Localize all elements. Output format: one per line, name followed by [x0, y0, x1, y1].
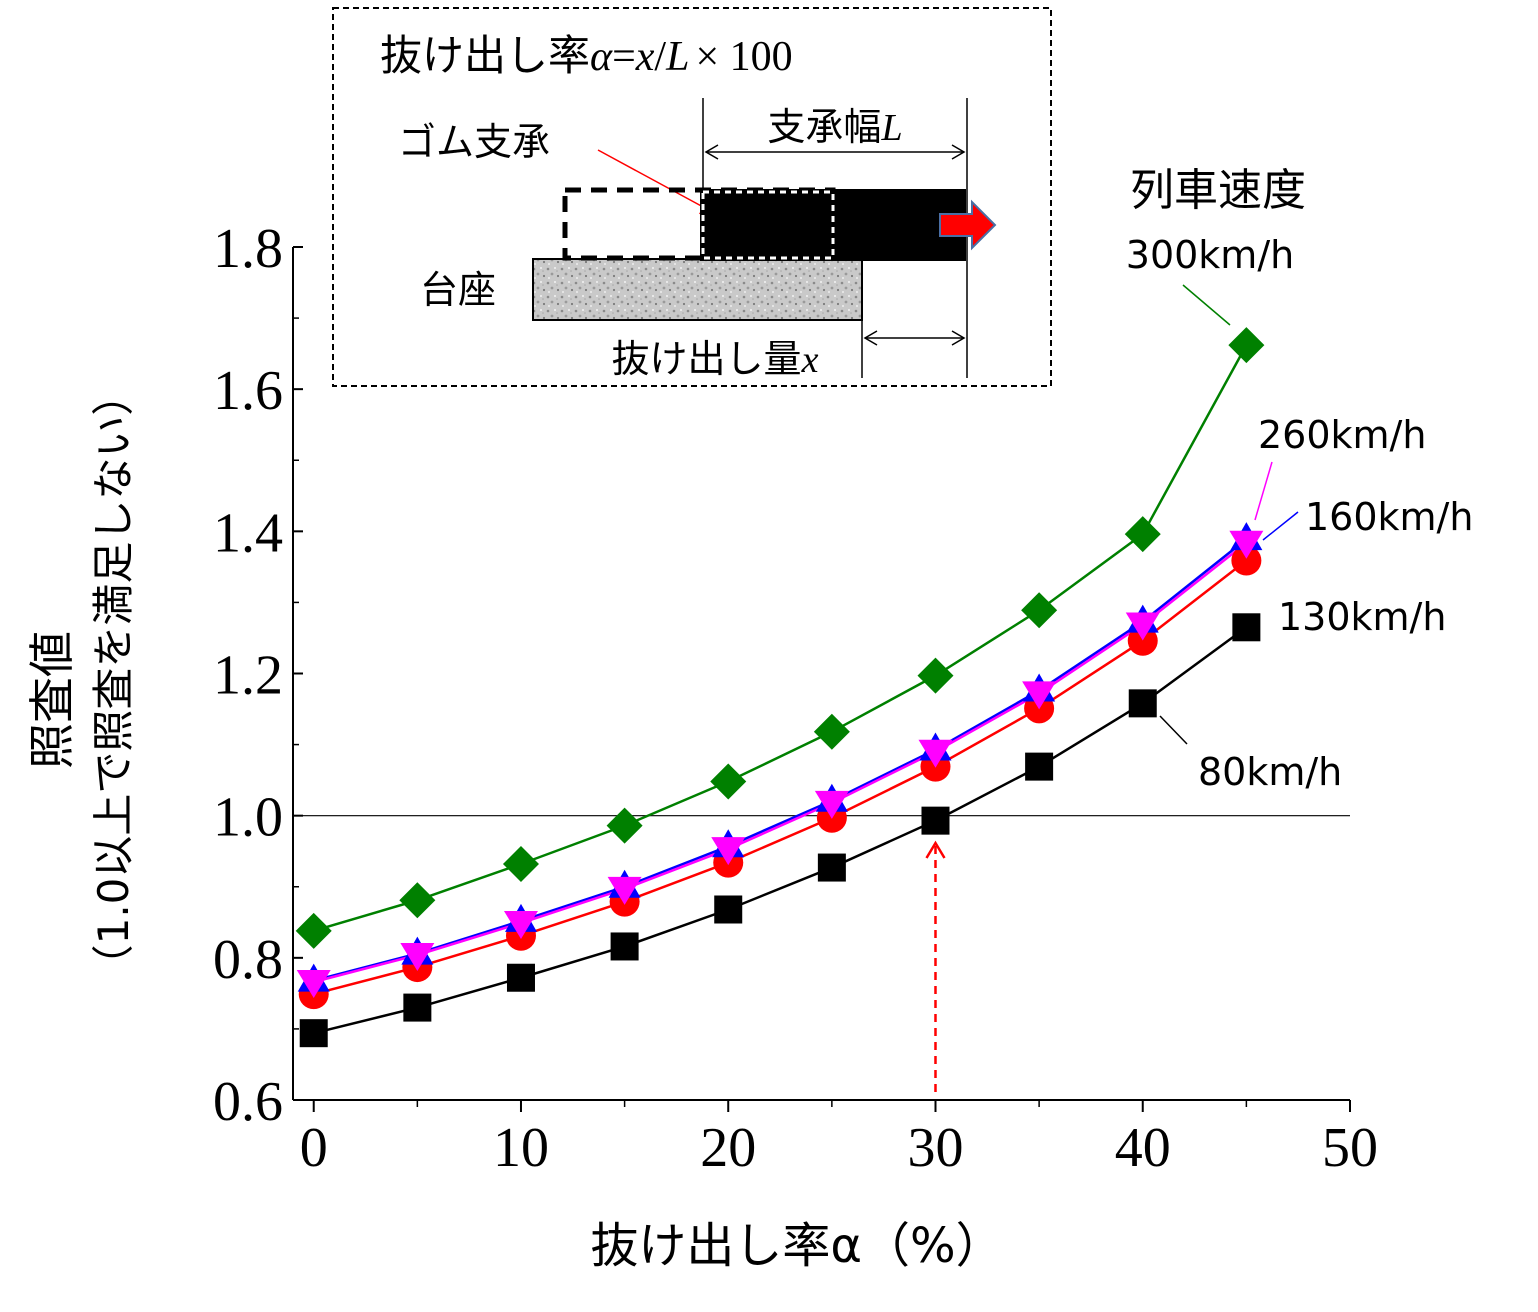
legend-leader-260	[1254, 461, 1273, 521]
marker-80km-h	[714, 895, 743, 924]
x-tick-label: 20	[700, 1117, 756, 1179]
legend-label-160: 160km/h	[1305, 495, 1473, 539]
marker-260km-h	[296, 970, 331, 999]
marker-260km-h	[814, 790, 849, 819]
legend-leader-80	[1159, 715, 1188, 745]
slip-dim-arrow-left	[863, 330, 878, 346]
formula-prefix: 抜け出し率	[380, 31, 590, 80]
x-tick-label: 50	[1322, 1117, 1378, 1179]
series-markers	[295, 327, 1265, 1048]
marker-80km-h	[299, 1019, 328, 1048]
marker-130km-h	[1231, 545, 1262, 576]
marker-260km-h	[711, 837, 746, 866]
formula-eq: =	[612, 34, 636, 80]
x-tick-label: 0	[300, 1117, 328, 1179]
marker-300km-h	[399, 882, 436, 919]
marker-300km-h	[813, 713, 850, 750]
legend-leader-300	[1182, 284, 1231, 326]
marker-260km-h	[1229, 530, 1264, 559]
x-ticks: 0 10 20 30 40 50	[300, 1100, 1378, 1179]
y-axis-label-line1: 照査値	[25, 631, 79, 769]
marker-80km-h	[817, 853, 846, 882]
inset-formula: 抜け出し率α=x/L × 100	[380, 31, 793, 80]
y-ticks: 0.6 0.8 1.0 1.2 1.4 1.6 1.8	[213, 218, 303, 1133]
legend-label-300: 300km/h	[1126, 233, 1294, 277]
legend-label-130: 130km/h	[1278, 595, 1446, 639]
formula-slash: /	[654, 34, 666, 80]
width-dim-arrow-left	[704, 144, 719, 160]
slip-label: 抜け出し量x	[612, 337, 819, 381]
marker-260km-h	[918, 739, 953, 768]
series-line-300km-h	[313, 344, 1248, 933]
series-line-260km-h	[313, 541, 1248, 984]
threshold-arrow-head	[925, 840, 946, 859]
x-tick-label: 40	[1115, 1117, 1171, 1179]
marker-300km-h	[1228, 327, 1265, 364]
y-tick-label: 1.2	[213, 645, 283, 707]
marker-80km-h	[1025, 752, 1054, 781]
marker-260km-h	[1125, 612, 1160, 641]
inset-diagram: 抜け出し率α=x/L × 100 支承幅L ゴム支承 台座 抜け出し量x	[332, 7, 1052, 387]
formula-suffix: × 100	[695, 34, 792, 80]
y-axis-label: 照査値 （1.0以上で照査を満足しない）	[25, 374, 138, 987]
y-axis-label-line2: （1.0以上で照査を満足しない）	[89, 374, 138, 987]
marker-300km-h	[917, 657, 954, 694]
formula-alpha: α	[590, 34, 613, 80]
marker-300km-h	[1021, 592, 1058, 629]
base-block	[532, 258, 863, 321]
legend: 列車速度 300km/h 260km/h 160km/h 130km/h 80k…	[1126, 165, 1474, 794]
width-label: 支承幅L	[767, 105, 902, 149]
marker-80km-h	[506, 963, 535, 992]
marker-260km-h	[503, 911, 538, 940]
y-tick-label: 0.8	[213, 929, 283, 991]
marker-130km-h	[1127, 625, 1158, 656]
y-tick-label: 0.6	[213, 1071, 283, 1133]
marker-80km-h	[1232, 613, 1261, 642]
threshold-arrow	[925, 840, 946, 1092]
rubber-bearing-label: ゴム支承	[398, 120, 550, 164]
marker-300km-h	[710, 763, 747, 800]
y-tick-label: 1.6	[213, 360, 283, 422]
x-tick-label: 30	[907, 1117, 963, 1179]
marker-260km-h	[400, 942, 435, 971]
y-tick-label: 1.0	[213, 787, 283, 849]
legend-label-80: 80km/h	[1198, 750, 1342, 794]
legend-title: 列車速度	[1130, 165, 1306, 216]
formula-L: L	[665, 34, 689, 80]
marker-260km-h	[1022, 681, 1057, 710]
y-tick-label: 1.4	[213, 502, 283, 564]
base-label: 台座	[420, 268, 496, 312]
marker-80km-h	[921, 806, 950, 835]
marker-300km-h	[606, 807, 643, 844]
x-axis-label: 抜け出し率α（%）	[590, 1218, 1003, 1274]
slip-dim-arrow-right	[951, 330, 966, 346]
push-arrow-icon	[939, 199, 997, 251]
marker-300km-h	[295, 912, 332, 949]
series-line-80km-h	[313, 626, 1248, 1035]
series-line-160km-h	[313, 538, 1248, 982]
marker-80km-h	[1128, 689, 1157, 718]
rubber-bearing-pointer	[597, 149, 706, 209]
legend-label-260: 260km/h	[1258, 413, 1426, 457]
series-lines	[313, 344, 1248, 1035]
legend-leader-160	[1262, 511, 1299, 541]
width-dim-arrow-right	[951, 144, 966, 160]
x-tick-label: 10	[493, 1117, 549, 1179]
marker-300km-h	[1124, 516, 1161, 553]
series-line-130km-h	[313, 559, 1248, 996]
formula-x: x	[635, 34, 655, 80]
y-tick-label: 1.8	[213, 218, 283, 280]
marker-80km-h	[403, 993, 432, 1022]
marker-260km-h	[607, 876, 642, 905]
marker-300km-h	[502, 846, 539, 883]
marker-80km-h	[610, 932, 639, 961]
